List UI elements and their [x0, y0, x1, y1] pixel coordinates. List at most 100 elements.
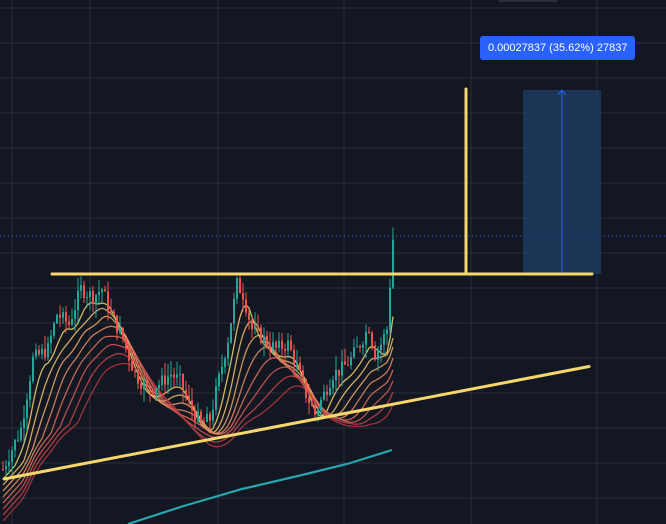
candle-body-39 [119, 327, 121, 333]
candle-body-129 [389, 287, 391, 330]
top-tab [498, 0, 558, 2]
candle-body-122 [368, 331, 370, 333]
candle-body-87 [263, 335, 265, 343]
candle-body-53 [161, 375, 163, 385]
candle-body-68 [206, 413, 208, 422]
candle-body-60 [182, 374, 184, 390]
candle-body-101 [305, 379, 307, 398]
candle-body-5 [17, 439, 19, 441]
candle-body-112 [338, 369, 340, 376]
candle-body-9 [29, 381, 31, 400]
candle-body-22 [68, 321, 70, 325]
measure-tool[interactable] [523, 89, 601, 274]
candle-body-100 [302, 370, 304, 380]
candle-body-121 [365, 331, 367, 345]
candle-body-81 [245, 299, 247, 313]
candle-body-95 [287, 340, 289, 351]
candle-body-23 [71, 319, 73, 325]
candle-body-7 [23, 418, 25, 429]
candle-body-62 [188, 395, 190, 401]
candle-body-69 [209, 413, 211, 421]
candle-body-108 [326, 391, 328, 395]
candle-body-0 [2, 469, 4, 470]
candle-body-18 [56, 314, 58, 324]
candle-body-96 [290, 340, 292, 350]
candle-body-2 [8, 461, 10, 467]
candle-body-78 [236, 277, 238, 299]
candle-body-84 [254, 325, 256, 330]
ribbon-line-5 [2, 343, 394, 510]
candle-body-67 [203, 421, 205, 423]
candle-body-117 [353, 347, 355, 358]
candle-body-83 [251, 319, 253, 330]
candle-body-14 [44, 348, 46, 358]
candle-body-4 [14, 439, 16, 451]
candle-body-70 [212, 409, 214, 421]
candle-body-74 [224, 358, 226, 367]
candle-body-13 [41, 348, 43, 355]
candle-body-21 [65, 312, 67, 322]
candle-body-10 [32, 356, 34, 382]
candle-body-109 [329, 388, 331, 395]
candle-body-114 [344, 361, 346, 365]
candle-body-29 [89, 291, 91, 298]
candle-body-34 [104, 289, 106, 292]
candle-body-31 [95, 294, 97, 304]
candle-body-12 [38, 349, 40, 355]
candle-body-91 [275, 342, 277, 348]
candle-body-76 [230, 323, 232, 343]
candle-body-106 [320, 399, 322, 411]
candle-body-82 [248, 312, 250, 320]
candle-body-8 [26, 399, 28, 419]
candle-body-55 [167, 376, 169, 385]
candle-body-45 [137, 372, 139, 384]
candle-body-54 [164, 375, 166, 385]
candle-body-73 [221, 366, 223, 375]
candle-body-27 [83, 285, 85, 299]
candle-body-119 [359, 346, 361, 348]
candle-body-103 [311, 402, 313, 406]
candle-body-35 [107, 291, 109, 311]
candle-body-41 [125, 339, 127, 348]
candle-body-58 [176, 374, 178, 378]
candle-body-86 [260, 327, 262, 343]
candle-body-126 [380, 344, 382, 351]
candle-body-30 [92, 291, 94, 304]
candle-body-99 [299, 362, 301, 371]
trendlines[interactable] [2, 87, 594, 481]
candle-body-3 [11, 450, 13, 462]
measure-arrow-head [557, 89, 567, 96]
candle-body-71 [215, 386, 217, 410]
candle-body-28 [86, 297, 88, 299]
candle-body-52 [158, 384, 160, 389]
candle-body-116 [350, 357, 352, 366]
candle-body-1 [5, 466, 7, 470]
candle-body-128 [386, 329, 388, 334]
measure-label: 0.00027837 (35.62%) 27837 [480, 36, 636, 60]
candle-body-42 [128, 347, 130, 361]
candle-body-17 [53, 323, 55, 336]
candle-body-75 [227, 342, 229, 359]
candle-body-40 [122, 327, 124, 340]
candle-body-25 [77, 290, 79, 310]
candle-body-65 [197, 411, 199, 421]
candle-body-105 [317, 410, 319, 415]
candle-body-24 [74, 309, 76, 320]
candle-body-107 [323, 391, 325, 400]
candle-body-79 [239, 277, 241, 294]
candle-body-37 [113, 311, 115, 316]
candle-body-51 [155, 388, 157, 393]
long-moving-average [127, 448, 393, 524]
candle-body-123 [371, 332, 373, 346]
candle-body-85 [257, 325, 259, 328]
candle-body-16 [50, 335, 52, 344]
candle-body-110 [332, 380, 334, 389]
candle-body-80 [242, 293, 244, 300]
candle-body-89 [269, 344, 271, 350]
candle-body-6 [20, 428, 22, 440]
candle-body-63 [191, 400, 193, 410]
candle-body-59 [179, 374, 181, 376]
candle-body-61 [185, 389, 187, 396]
